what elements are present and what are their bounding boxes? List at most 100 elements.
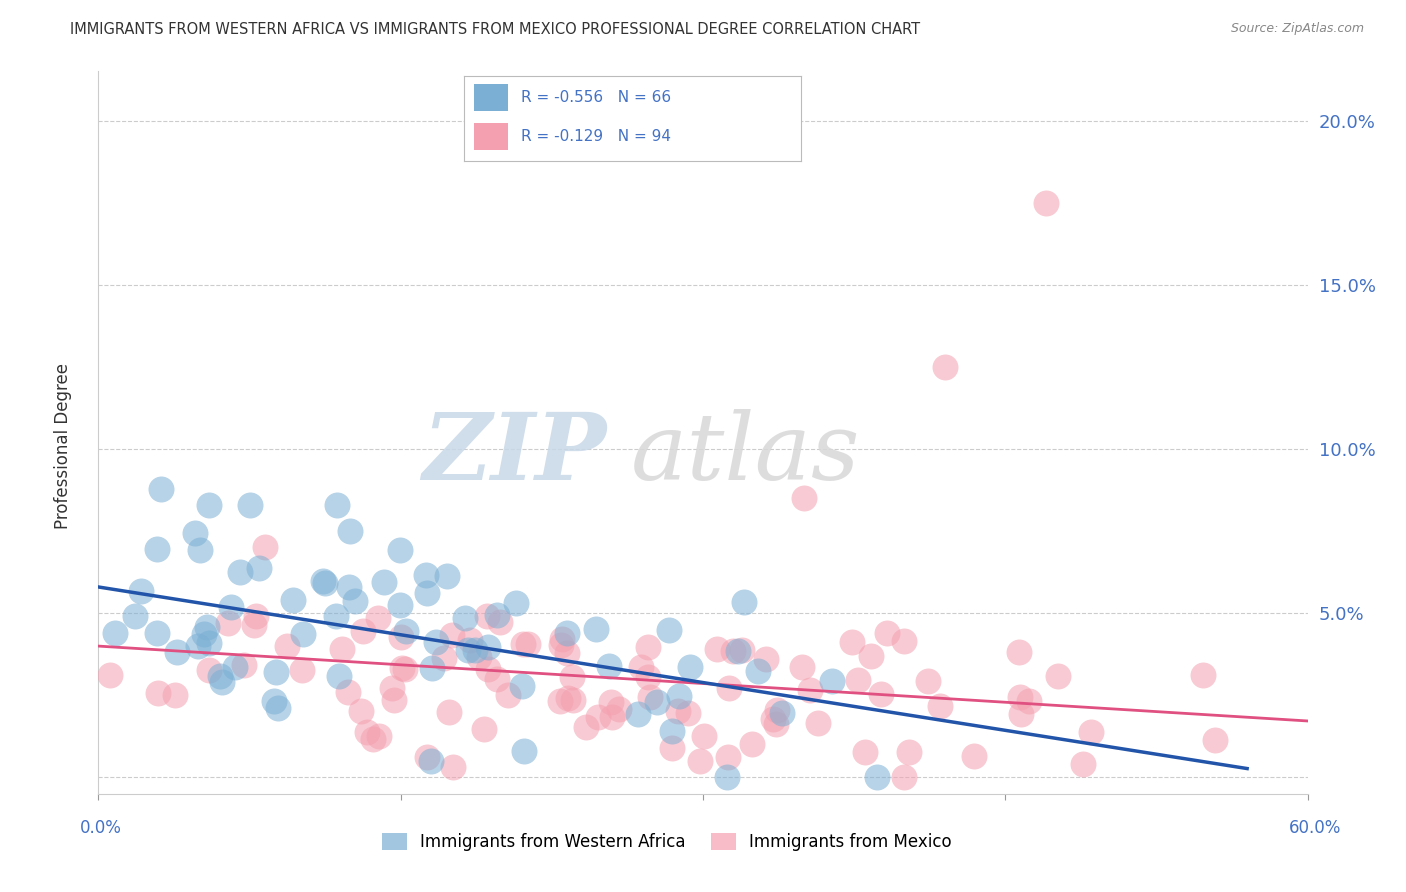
Point xyxy=(477,662,499,676)
Point xyxy=(437,705,460,719)
Point xyxy=(382,693,405,707)
Point xyxy=(548,694,571,708)
Point xyxy=(330,641,353,656)
Point xyxy=(853,745,876,759)
Point xyxy=(721,644,744,658)
Point xyxy=(661,723,683,738)
Point xyxy=(368,729,391,743)
Point xyxy=(627,707,650,722)
Point xyxy=(472,722,495,736)
Point xyxy=(146,541,169,556)
Point xyxy=(917,673,939,688)
Point xyxy=(600,710,623,724)
Point xyxy=(893,633,915,648)
Point xyxy=(224,660,246,674)
Point xyxy=(184,525,207,540)
Point xyxy=(645,695,668,709)
Point xyxy=(211,675,233,690)
Point xyxy=(599,695,621,709)
Point xyxy=(264,665,287,680)
Point xyxy=(291,663,314,677)
Point xyxy=(217,616,239,631)
Point xyxy=(1192,668,1215,682)
Point xyxy=(1011,706,1033,721)
Point xyxy=(1080,725,1102,739)
Point xyxy=(841,635,863,649)
Point xyxy=(666,704,689,718)
Point xyxy=(765,717,787,731)
Point xyxy=(555,626,578,640)
Point xyxy=(190,543,212,558)
Point xyxy=(638,690,661,704)
Point xyxy=(337,580,360,594)
Point xyxy=(441,628,464,642)
Point xyxy=(356,725,378,739)
Point xyxy=(104,625,127,640)
Point xyxy=(575,720,598,734)
Point xyxy=(441,760,464,774)
Point xyxy=(416,586,439,600)
Point xyxy=(373,575,395,590)
Text: 0.0%: 0.0% xyxy=(80,819,122,837)
Point xyxy=(718,681,741,695)
Point xyxy=(1046,669,1069,683)
Point xyxy=(197,636,219,650)
Point xyxy=(457,642,479,657)
Point xyxy=(876,625,898,640)
Point xyxy=(598,659,620,673)
Point xyxy=(245,609,267,624)
Text: IMMIGRANTS FROM WESTERN AFRICA VS IMMIGRANTS FROM MEXICO PROFESSIONAL DEGREE COR: IMMIGRANTS FROM WESTERN AFRICA VS IMMIGR… xyxy=(70,22,921,37)
Text: Source: ZipAtlas.com: Source: ZipAtlas.com xyxy=(1230,22,1364,36)
Point xyxy=(755,652,778,666)
Point xyxy=(550,632,572,646)
Point xyxy=(489,615,512,629)
Point xyxy=(477,640,499,655)
Point xyxy=(219,599,242,614)
Bar xyxy=(474,123,508,151)
Point xyxy=(505,596,527,610)
Point xyxy=(352,624,374,638)
Point xyxy=(150,482,173,496)
Point xyxy=(963,749,986,764)
Point xyxy=(425,635,447,649)
Point xyxy=(607,702,630,716)
Point xyxy=(770,706,793,720)
Point xyxy=(733,595,755,609)
Point xyxy=(197,499,219,513)
Point xyxy=(415,568,437,582)
Point xyxy=(561,670,583,684)
Point xyxy=(561,693,583,707)
Point xyxy=(391,661,413,675)
Point xyxy=(389,630,412,644)
Text: ZIP: ZIP xyxy=(422,409,606,500)
Point xyxy=(436,569,458,583)
Point xyxy=(276,639,298,653)
Point xyxy=(792,659,814,673)
Point xyxy=(281,593,304,607)
Point xyxy=(630,659,652,673)
Point xyxy=(253,541,276,555)
Point xyxy=(433,651,456,665)
Point xyxy=(336,685,359,699)
Point xyxy=(367,611,389,625)
Point xyxy=(1018,694,1040,708)
Point xyxy=(146,686,169,700)
Point xyxy=(689,754,711,768)
Point xyxy=(512,637,534,651)
Point xyxy=(807,715,830,730)
Point xyxy=(394,662,416,676)
Point xyxy=(1035,195,1057,210)
Point xyxy=(897,745,920,759)
Point xyxy=(388,543,411,558)
Point xyxy=(716,771,738,785)
Legend: Immigrants from Western Africa, Immigrants from Mexico: Immigrants from Western Africa, Immigran… xyxy=(375,826,959,858)
Point xyxy=(475,609,498,624)
Point xyxy=(762,712,785,726)
Point xyxy=(893,771,915,785)
Point xyxy=(793,491,815,506)
Point xyxy=(193,627,215,641)
Point xyxy=(486,608,509,623)
Point xyxy=(658,623,681,637)
Point xyxy=(326,498,349,512)
Point xyxy=(869,687,891,701)
